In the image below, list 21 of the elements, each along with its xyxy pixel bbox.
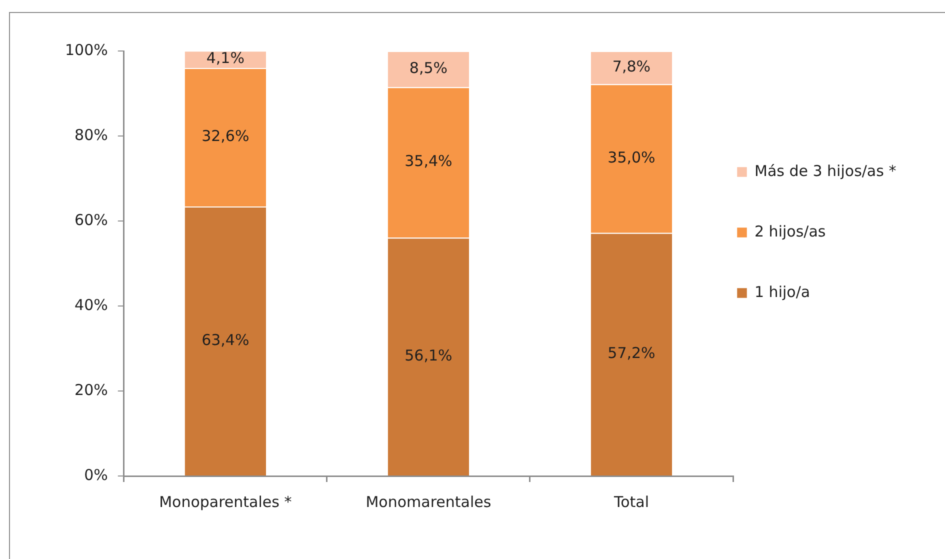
x-tick-label: Total [612, 492, 650, 511]
y-tick-label: 0% [84, 466, 108, 484]
data-label: 56,1% [404, 346, 452, 364]
data-label: 35,4% [404, 152, 452, 170]
legend-label: Más de 3 hijos/as * [754, 162, 897, 180]
y-tick-label: 100% [64, 40, 108, 59]
y-tick-label: 80% [74, 126, 108, 144]
data-label: 57,2% [608, 344, 656, 362]
data-label: 32,6% [202, 127, 250, 146]
y-tick-label: 20% [74, 380, 108, 399]
y-tick-label: 60% [74, 210, 108, 229]
legend-label: 1 hijo/a [754, 282, 810, 301]
x-tick-label: Monomarentales [366, 492, 492, 511]
data-label: 35,0% [608, 148, 656, 166]
data-label: 8,5% [409, 58, 448, 77]
data-label: 7,8% [612, 57, 651, 76]
x-tick-label: Monoparentales * [159, 492, 292, 511]
legend-label: 2 hijos/as [754, 222, 826, 240]
data-label: 63,4% [202, 330, 250, 349]
y-tick-label: 40% [74, 296, 108, 314]
data-label: 4,1% [206, 49, 244, 68]
